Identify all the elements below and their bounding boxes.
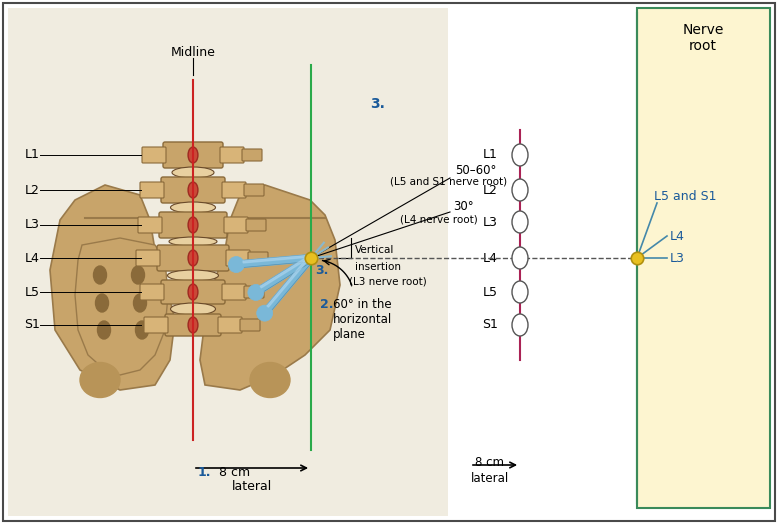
FancyBboxPatch shape [159, 212, 227, 238]
Ellipse shape [169, 237, 217, 246]
Ellipse shape [512, 144, 528, 166]
FancyBboxPatch shape [224, 217, 248, 233]
Text: Vertical: Vertical [355, 245, 394, 255]
Ellipse shape [170, 202, 216, 213]
Text: L5: L5 [483, 286, 498, 299]
Polygon shape [260, 256, 310, 288]
Text: L3: L3 [670, 252, 685, 265]
Ellipse shape [134, 294, 146, 312]
Text: lateral: lateral [471, 472, 509, 485]
Text: L4: L4 [25, 252, 40, 265]
Ellipse shape [96, 294, 108, 312]
Text: 1.: 1. [198, 465, 212, 478]
FancyBboxPatch shape [138, 217, 162, 233]
Text: 3.: 3. [370, 97, 385, 111]
Polygon shape [267, 256, 310, 307]
Polygon shape [50, 185, 175, 390]
Text: 8 cm: 8 cm [211, 465, 250, 478]
Text: (L4 nerve root): (L4 nerve root) [400, 214, 478, 224]
Text: Nerve: Nerve [682, 23, 724, 37]
Ellipse shape [512, 281, 528, 303]
FancyBboxPatch shape [242, 149, 262, 161]
Ellipse shape [131, 266, 145, 284]
Ellipse shape [188, 284, 198, 300]
Ellipse shape [172, 167, 214, 178]
FancyBboxPatch shape [161, 177, 225, 203]
Text: (L3 nerve root): (L3 nerve root) [349, 277, 427, 287]
Text: Midline: Midline [170, 46, 216, 59]
Text: L4: L4 [670, 230, 685, 243]
FancyBboxPatch shape [218, 317, 242, 333]
Text: insertion: insertion [355, 262, 401, 272]
Ellipse shape [188, 317, 198, 333]
Text: lateral: lateral [232, 479, 272, 493]
Text: (L5 and S1 nerve root): (L5 and S1 nerve root) [390, 177, 507, 187]
FancyBboxPatch shape [144, 317, 168, 333]
Text: L2: L2 [483, 183, 498, 196]
FancyBboxPatch shape [140, 284, 164, 300]
FancyBboxPatch shape [161, 280, 225, 304]
Bar [637, 8, 770, 508]
Text: S1: S1 [482, 319, 498, 332]
FancyBboxPatch shape [222, 284, 246, 300]
Text: horizontal: horizontal [333, 313, 392, 326]
Text: 60° in the: 60° in the [333, 298, 391, 311]
FancyBboxPatch shape [142, 147, 166, 163]
Text: L3: L3 [25, 219, 40, 232]
FancyBboxPatch shape [136, 250, 160, 266]
FancyBboxPatch shape [165, 314, 221, 336]
FancyBboxPatch shape [226, 250, 250, 266]
Ellipse shape [135, 321, 149, 339]
Text: 30°: 30° [453, 201, 474, 213]
Text: 8 cm: 8 cm [475, 455, 504, 468]
Ellipse shape [512, 247, 528, 269]
Ellipse shape [512, 211, 528, 233]
FancyBboxPatch shape [163, 142, 223, 168]
Ellipse shape [250, 363, 290, 398]
Text: 2.: 2. [320, 298, 334, 311]
Ellipse shape [512, 179, 528, 201]
Text: plane: plane [333, 328, 366, 341]
Text: S1: S1 [24, 319, 40, 332]
Ellipse shape [93, 266, 107, 284]
FancyBboxPatch shape [157, 245, 229, 271]
Text: L5 and S1: L5 and S1 [654, 190, 717, 202]
Polygon shape [75, 238, 168, 375]
FancyBboxPatch shape [240, 319, 260, 331]
Text: L1: L1 [25, 148, 40, 161]
Circle shape [248, 285, 264, 300]
Text: L3: L3 [483, 215, 498, 228]
Ellipse shape [188, 182, 198, 198]
Text: L4: L4 [483, 252, 498, 265]
Polygon shape [267, 256, 314, 310]
FancyBboxPatch shape [246, 219, 266, 231]
Polygon shape [200, 185, 340, 390]
FancyBboxPatch shape [244, 286, 264, 298]
Text: 3.: 3. [315, 264, 328, 277]
Ellipse shape [512, 314, 528, 336]
Text: 50–60°: 50–60° [455, 163, 496, 177]
Ellipse shape [170, 303, 216, 315]
FancyBboxPatch shape [140, 182, 164, 198]
Circle shape [257, 305, 273, 321]
Polygon shape [243, 255, 311, 263]
FancyBboxPatch shape [222, 182, 246, 198]
Text: L2: L2 [25, 183, 40, 196]
Ellipse shape [188, 147, 198, 163]
FancyBboxPatch shape [248, 252, 268, 264]
Text: L5: L5 [24, 286, 40, 299]
Polygon shape [260, 255, 313, 292]
Ellipse shape [80, 363, 120, 398]
Ellipse shape [97, 321, 110, 339]
FancyBboxPatch shape [220, 147, 244, 163]
Text: L1: L1 [483, 148, 498, 161]
FancyBboxPatch shape [244, 184, 264, 196]
Circle shape [228, 257, 244, 272]
Polygon shape [243, 255, 311, 267]
Ellipse shape [188, 250, 198, 266]
Ellipse shape [188, 217, 198, 233]
Text: root: root [689, 39, 717, 53]
Bar [8, 8, 448, 516]
Ellipse shape [167, 270, 219, 281]
